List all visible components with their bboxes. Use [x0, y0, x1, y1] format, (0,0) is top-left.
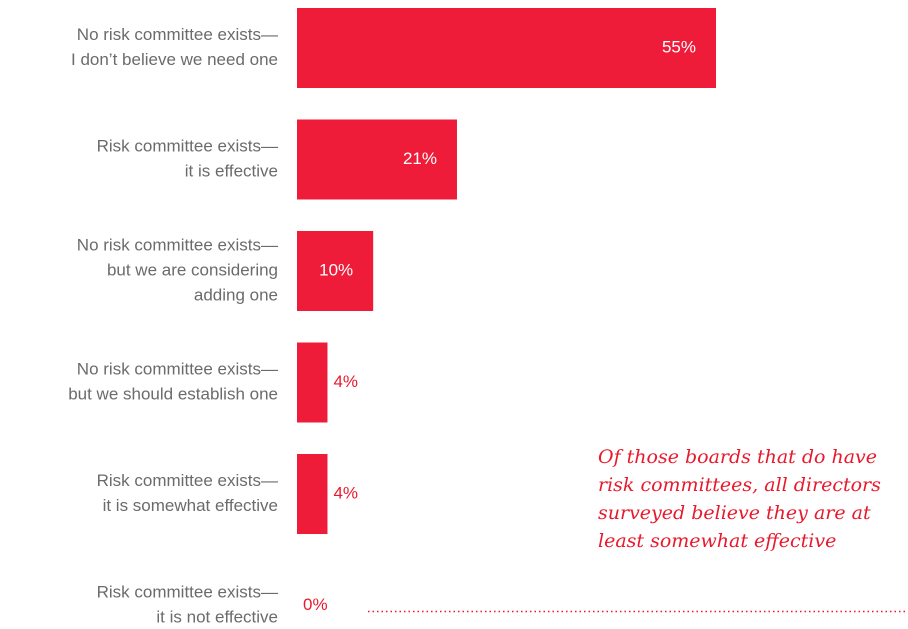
value-label-1: 55% [662, 37, 696, 56]
category-label-5: Risk committee exists— it is somewhat eff… [97, 471, 278, 515]
bar-3 [297, 231, 374, 311]
category-label-1: No risk committee exists— I don’t believe… [71, 25, 278, 69]
bar-4 [297, 342, 328, 423]
value-label-2: 21% [403, 149, 437, 168]
value-label-5: 4% [333, 483, 358, 502]
category-label-3: No risk committee exists— but we are cons… [77, 235, 278, 304]
bar-1 [297, 8, 716, 88]
value-label-4: 4% [333, 372, 358, 391]
callout-text: Of those boards that do have risk commit… [598, 446, 881, 552]
bar-2 [297, 119, 457, 200]
value-label-3: 10% [319, 260, 353, 279]
category-label-2: Risk committee exists— it is effective [97, 136, 278, 180]
category-label-6: Risk committee exists— it is not effectiv… [97, 582, 278, 626]
bar-5 [297, 454, 328, 534]
category-label-4: No risk committee exists— but we should e… [68, 359, 278, 403]
value-label-6: 0% [303, 595, 328, 614]
